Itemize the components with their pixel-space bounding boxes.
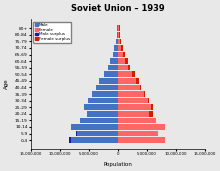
Bar [132,71,135,77]
Bar [136,78,139,84]
Title: Soviet Union – 1939: Soviet Union – 1939 [71,4,165,13]
Bar [118,52,123,57]
Bar [69,137,71,143]
Bar [113,52,118,57]
Bar [114,45,118,51]
Legend: Male, Female, Male surplus, Female surplus: Male, Female, Male surplus, Female surpl… [33,22,72,43]
Bar [84,104,118,110]
Bar [125,58,128,64]
Bar [123,52,125,57]
Bar [118,118,156,123]
Bar [71,137,118,143]
Bar [151,104,153,110]
Bar [119,25,120,31]
Bar [108,65,118,70]
Bar [149,111,153,117]
Bar [118,58,125,64]
Bar [116,38,118,44]
Bar [121,45,123,51]
Bar [87,111,118,117]
Bar [120,38,121,44]
Bar [128,65,130,70]
Bar [117,32,118,38]
Bar [140,85,141,90]
Bar [119,32,120,38]
Bar [96,85,118,90]
Bar [76,131,77,136]
Bar [118,71,132,77]
Bar [77,131,118,136]
X-axis label: Population: Population [103,162,132,167]
Bar [118,91,144,97]
Bar [144,91,145,97]
Bar [118,111,149,117]
Bar [118,65,128,70]
Bar [118,104,151,110]
Bar [118,85,140,90]
Bar [99,78,118,84]
Bar [118,25,119,31]
Bar [118,137,165,143]
Bar [117,25,118,31]
Bar [118,45,121,51]
Bar [118,32,119,38]
Bar [80,118,118,123]
Bar [92,91,118,97]
Bar [88,98,118,103]
Bar [148,98,149,103]
Y-axis label: Age: Age [4,79,9,89]
Bar [118,124,165,130]
Bar [118,38,120,44]
Bar [104,71,118,77]
Bar [118,98,148,103]
Bar [118,78,136,84]
Bar [118,131,158,136]
Bar [110,58,118,64]
Bar [71,124,118,130]
